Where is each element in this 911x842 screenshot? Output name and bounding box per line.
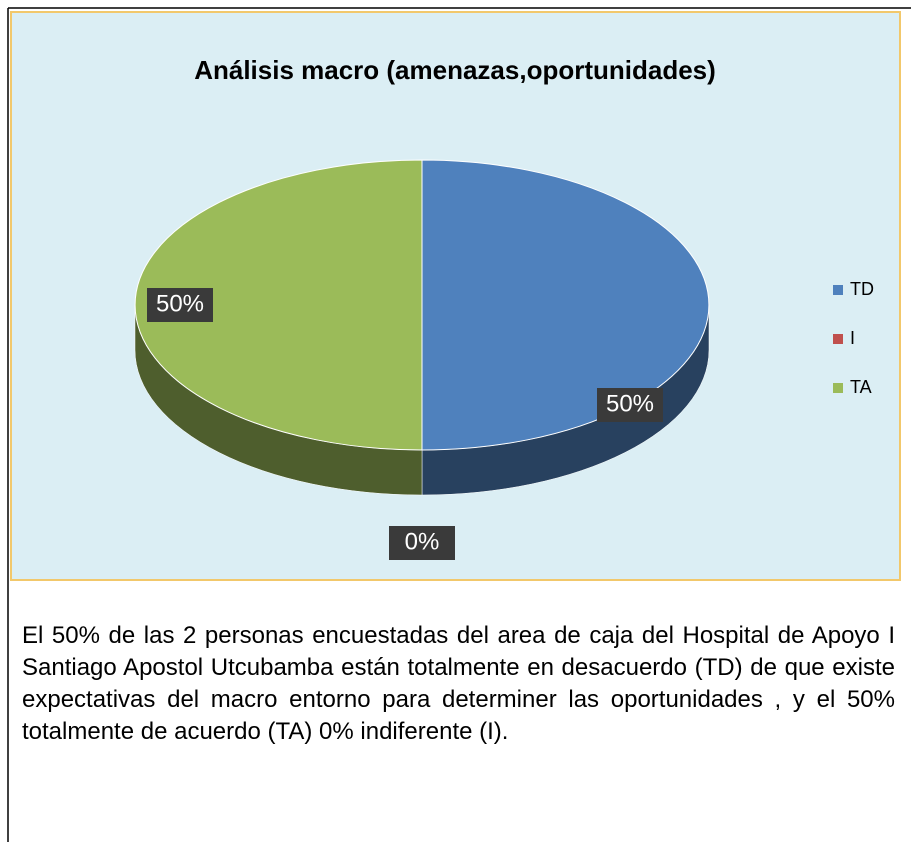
legend-swatch [833,383,843,393]
data-label: 50% [156,290,204,317]
data-label-bg [597,388,663,422]
legend-label: TA [850,377,872,397]
legend-label: I [850,328,855,348]
slice [421,159,710,451]
data-label: 0% [405,528,440,555]
data-label-bg [147,288,213,322]
data-label-bg [389,526,455,560]
data-label: 50% [606,390,654,417]
legend-swatch [833,285,843,295]
legend-swatch [833,334,843,344]
slice [134,159,423,451]
chart-title: Análisis macro (amenazas,oportunidades) [194,55,716,85]
legend-label: TD [850,279,874,299]
paragraph: El 50% de las 2 personas encuestadas del… [22,622,895,745]
